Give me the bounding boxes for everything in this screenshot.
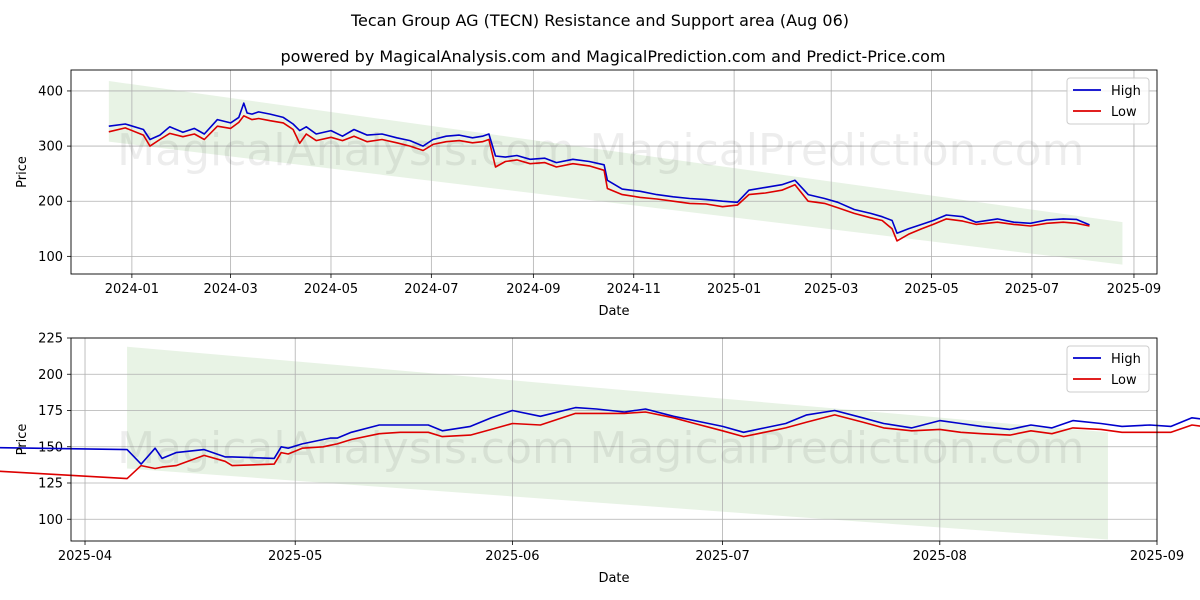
x-tick-label: 2025-09 (1107, 282, 1161, 297)
y-tick-label: 400 (38, 84, 63, 99)
series-line-high (0, 406, 1200, 465)
x-tick-label: 2025-07 (695, 549, 749, 564)
legend-label-low: Low (1111, 105, 1137, 120)
y-tick-label: 200 (38, 195, 63, 210)
plot-frame (70, 337, 1158, 542)
y-axis-label: Price (15, 156, 30, 188)
y-axis-label: Price (15, 424, 30, 456)
chart-panel-top: 2024-01 2024-03 2024-05 2024-07 2024-09 2024-… (15, 69, 1161, 319)
legend-label-high: High (1111, 84, 1141, 99)
legend-label-low: Low (1111, 373, 1137, 388)
plot-frame (70, 69, 1158, 275)
series-line-low (0, 411, 1200, 480)
y-tick-label: 200 (38, 368, 63, 383)
chart-subtitle: powered by MagicalAnalysis.com and Magic… (280, 47, 945, 66)
chart-title: Tecan Group AG (TECN) Resistance and Sup… (350, 11, 849, 30)
x-tick-label: 2024-05 (304, 282, 358, 297)
x-tick-label: 2024-03 (203, 282, 257, 297)
watermark-right: MagicalPrediction.com (590, 125, 1085, 176)
series-line-high (108, 102, 1090, 234)
watermark-left: MagicalAnalysis.com (117, 125, 575, 176)
legend-label-high: High (1111, 352, 1141, 367)
support-resistance-band (127, 346, 1108, 540)
x-tick-label: 2025-01 (707, 282, 761, 297)
chart-panel-bottom: 2025-04 2025-05 2025-06 2025-07 2025-08 2025-… (0, 332, 1200, 586)
y-tick-label: 300 (38, 140, 63, 155)
x-tick-label: 2025-04 (58, 549, 112, 564)
support-resistance-band (108, 81, 1123, 265)
x-tick-label: 2025-08 (913, 549, 967, 564)
x-tick-label: 2025-09 (1130, 549, 1184, 564)
y-tick-label: 125 (38, 477, 63, 492)
watermark-right: MagicalPrediction.com (590, 423, 1085, 474)
x-tick-label: 2025-05 (904, 282, 958, 297)
x-axis-label: Date (598, 304, 629, 319)
y-tick-label: 100 (38, 513, 63, 528)
x-tick-label: 2024-09 (506, 282, 560, 297)
x-tick-label: 2025-05 (268, 549, 322, 564)
x-axis-label: Date (598, 571, 629, 586)
series-line-low (108, 115, 1090, 242)
x-tick-label: 2024-01 (105, 282, 159, 297)
x-tick-label: 2024-11 (607, 282, 661, 297)
y-tick-label: 100 (38, 250, 63, 265)
x-tick-label: 2025-06 (485, 549, 539, 564)
x-tick-label: 2025-07 (1005, 282, 1059, 297)
x-tick-label: 2024-07 (404, 282, 458, 297)
watermark-left: MagicalAnalysis.com (117, 423, 575, 474)
y-tick-label: 175 (38, 404, 63, 419)
x-tick-label: 2025-03 (804, 282, 858, 297)
y-tick-label: 225 (38, 332, 63, 347)
